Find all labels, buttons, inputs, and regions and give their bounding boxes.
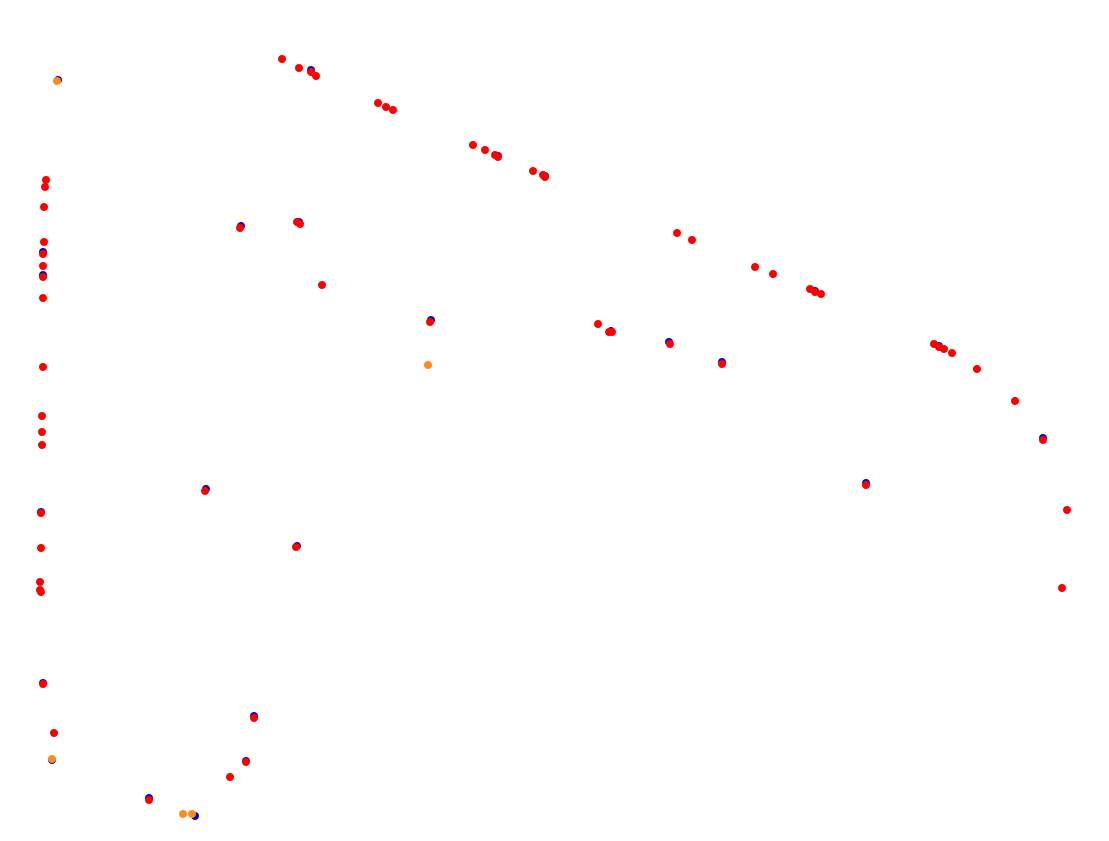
point xyxy=(296,220,304,228)
point xyxy=(38,441,46,449)
point xyxy=(1039,436,1047,444)
point xyxy=(541,173,549,181)
point xyxy=(39,262,47,270)
point xyxy=(382,103,390,111)
point xyxy=(940,345,948,353)
point xyxy=(41,183,49,191)
point xyxy=(751,263,759,271)
point xyxy=(817,290,825,298)
point xyxy=(426,318,434,326)
point xyxy=(39,273,47,281)
point xyxy=(608,328,616,336)
point xyxy=(40,203,48,211)
point xyxy=(494,153,502,161)
point xyxy=(226,773,234,781)
point xyxy=(37,544,45,552)
point xyxy=(424,361,432,369)
point xyxy=(38,428,46,436)
point xyxy=(469,141,477,149)
point xyxy=(389,106,397,114)
point xyxy=(312,72,320,80)
point xyxy=(250,714,258,722)
point xyxy=(39,250,47,258)
point xyxy=(145,796,153,804)
point xyxy=(295,64,303,72)
point xyxy=(769,270,777,278)
point xyxy=(201,487,209,495)
point xyxy=(594,320,602,328)
point xyxy=(179,810,187,818)
point xyxy=(1058,584,1066,592)
point xyxy=(718,360,726,368)
point xyxy=(973,365,981,373)
point xyxy=(1063,506,1071,514)
point xyxy=(39,680,47,688)
point xyxy=(948,349,956,357)
point xyxy=(38,412,46,420)
point xyxy=(278,55,286,63)
point xyxy=(53,77,61,85)
point xyxy=(481,146,489,154)
point xyxy=(39,363,47,371)
point xyxy=(374,99,382,107)
point xyxy=(39,294,47,302)
point xyxy=(688,236,696,244)
point xyxy=(48,755,56,763)
point xyxy=(36,586,44,594)
point xyxy=(236,224,244,232)
point xyxy=(1011,397,1019,405)
point xyxy=(40,238,48,246)
point xyxy=(673,229,681,237)
point xyxy=(242,758,250,766)
point xyxy=(188,810,196,818)
point xyxy=(36,578,44,586)
point xyxy=(42,176,50,184)
point xyxy=(318,281,326,289)
point xyxy=(37,509,45,517)
point xyxy=(666,340,674,348)
point xyxy=(862,481,870,489)
point xyxy=(50,729,58,737)
point xyxy=(529,167,537,175)
point xyxy=(292,543,300,551)
